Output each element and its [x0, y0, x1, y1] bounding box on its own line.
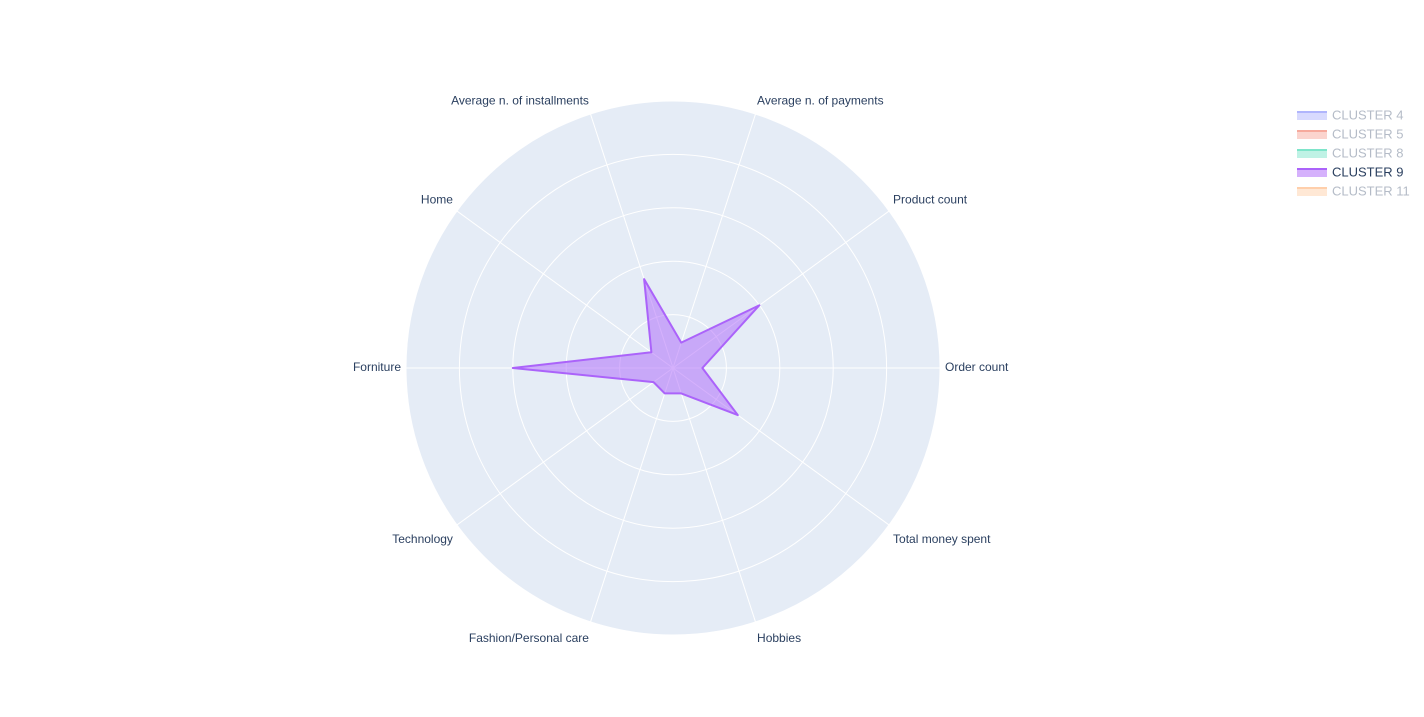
legend-item[interactable]: CLUSTER 8 — [1297, 145, 1404, 160]
axis-label: Fashion/Personal care — [469, 631, 589, 645]
legend-item[interactable]: CLUSTER 11 — [1297, 183, 1410, 198]
series-area — [511, 278, 761, 417]
spoke — [672, 367, 756, 623]
legend-swatch — [1297, 112, 1327, 120]
spoke — [456, 210, 674, 369]
axis-label: Average n. of payments — [757, 93, 884, 107]
axis-label: Product count — [893, 192, 968, 206]
axis-label: Average n. of installments — [451, 93, 589, 107]
axis-label: Order count — [945, 360, 1009, 374]
spoke — [672, 113, 756, 369]
legend-item[interactable]: CLUSTER 5 — [1297, 126, 1404, 141]
legend-swatch — [1297, 169, 1327, 177]
legend-item[interactable]: CLUSTER 9 — [1297, 164, 1404, 179]
legend-label: CLUSTER 4 — [1332, 107, 1404, 122]
legend-label: CLUSTER 9 — [1332, 164, 1404, 179]
legend-label: CLUSTER 8 — [1332, 145, 1404, 160]
legend: CLUSTER 4 CLUSTER 5 CLUSTER 8 CLUSTER 9 CLUS… — [1297, 107, 1410, 198]
spoke — [590, 367, 674, 623]
axis-label: Technology — [392, 532, 453, 546]
axis-label: Home — [421, 192, 453, 206]
legend-label: CLUSTER 5 — [1332, 126, 1404, 141]
legend-label: CLUSTER 11 — [1332, 183, 1410, 198]
legend-swatch — [1297, 131, 1327, 139]
axis-label: Hobbies — [757, 631, 801, 645]
legend-swatch — [1297, 188, 1327, 196]
spoke — [456, 367, 674, 526]
axis-label: Forniture — [353, 360, 401, 374]
legend-swatch — [1297, 150, 1327, 158]
axis-label: Total money spent — [893, 532, 991, 546]
legend-item[interactable]: CLUSTER 4 — [1297, 107, 1404, 122]
